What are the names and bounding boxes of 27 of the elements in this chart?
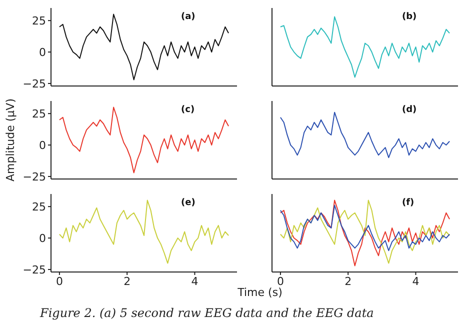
x-tick-label: 4 [412,274,420,288]
caption: Figure 2. (a) 5 second raw EEG data and the EEG data [40,306,374,320]
y-tick-label: 25 [32,107,46,120]
line-series [58,106,230,174]
y-tick-label: −25 [22,170,46,184]
y-tick-label: 0 [39,232,46,245]
y-tick-label: 0 [39,46,46,59]
annotation: (d) [402,105,417,115]
y-tick-label: 25 [32,14,46,28]
line-series [58,200,230,264]
x-axis-title: Time (s) [236,286,284,299]
y-tick-label: 0 [39,138,46,152]
annotation: (b) [402,12,417,22]
annotation: (e) [181,198,196,208]
annotation: (c) [181,105,195,115]
annotation: (f) [402,198,414,208]
x-tick-label: 2 [124,274,131,288]
x-tick-label: 4 [191,274,198,288]
y-tick-label: −25 [22,77,46,90]
annotation: (a) [181,12,196,22]
y-axis-title: Amplitude (μV) [4,98,17,182]
line-series [58,14,230,80]
y-tick-label: 25 [32,200,46,214]
x-tick-label: 0 [276,274,284,288]
x-tick-label: 2 [344,274,352,288]
y-tick-label: −25 [22,263,46,276]
x-tick-label: 0 [56,274,63,288]
